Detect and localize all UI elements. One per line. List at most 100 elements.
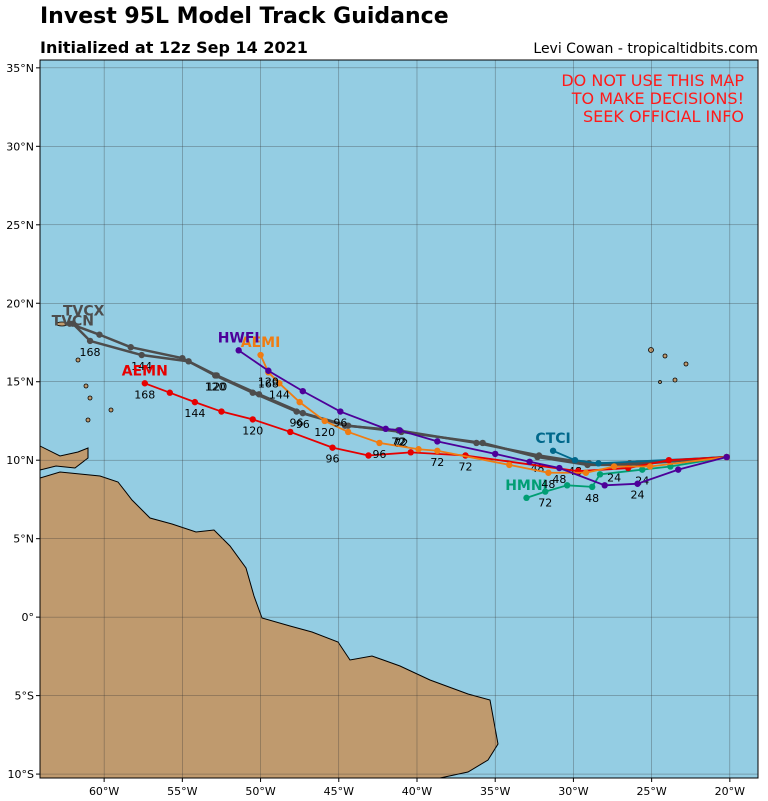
- credit: Levi Cowan - tropicaltidbits.com: [533, 41, 758, 57]
- track-point: [299, 387, 306, 395]
- track-point: [571, 456, 579, 464]
- track-point: [601, 482, 608, 489]
- track-point: [665, 456, 673, 464]
- track-point: [639, 466, 646, 473]
- track-point: [235, 347, 242, 354]
- track-point: [179, 354, 186, 362]
- track-point: [415, 446, 422, 453]
- graticule: 60°W 55°W 50°W 45°W 40°W 35°W 30°W 25°W 20°W 35°N…: [6, 60, 758, 798]
- track-point: [407, 449, 414, 456]
- forecast-hour-label: 168: [134, 388, 155, 401]
- warning-line: DO NOT USE THIS MAP: [561, 71, 744, 90]
- track-point: [96, 331, 103, 338]
- track-point: [595, 460, 602, 467]
- track-point: [523, 494, 530, 502]
- track-point: [563, 482, 571, 489]
- track-point: [138, 351, 145, 359]
- track-point: [535, 452, 543, 459]
- warning-line: SEEK OFFICIAL INFO: [583, 107, 744, 126]
- track-point: [365, 452, 372, 459]
- track-point: [582, 469, 590, 476]
- track-point: [434, 438, 441, 445]
- lat-tick-label: 5°N: [13, 533, 34, 546]
- track-point: [344, 428, 352, 436]
- track-point: [341, 422, 349, 429]
- lon-tick-label: 55°W: [167, 785, 197, 798]
- forecast-hour-label: 96: [372, 448, 386, 461]
- track-point: [556, 464, 563, 472]
- track-name: AEMI: [241, 335, 281, 351]
- track-point: [434, 447, 441, 454]
- tracks: 487296120144168TVCN7296120TVCX48CTCI2448…: [52, 304, 730, 510]
- lat-tick-label: 0°: [22, 611, 35, 624]
- track-point: [191, 398, 199, 406]
- track-point: [675, 466, 682, 473]
- map-frame: [39, 59, 759, 779]
- track-point: [249, 389, 256, 396]
- forecast-hour-label: 96: [290, 417, 304, 430]
- track-line: [238, 349, 727, 487]
- forecast-hour-label: 168: [258, 377, 279, 390]
- lat-tick-label: 10°N: [6, 454, 34, 467]
- track-point: [86, 337, 94, 345]
- track-point: [276, 380, 283, 387]
- track-point: [218, 408, 225, 415]
- lon-tick-label: 45°W: [324, 785, 354, 798]
- lat-tick-label: 20°N: [6, 297, 34, 310]
- track-point: [492, 450, 499, 458]
- lat-tick-label: 10°S: [8, 768, 34, 781]
- track-point: [473, 439, 480, 447]
- subtitle: Initialized at 12z Sep 14 2021: [40, 38, 308, 57]
- track-point: [549, 447, 557, 454]
- lon-tick-label: 35°W: [480, 785, 510, 798]
- forecast-hour-label: 144: [184, 407, 205, 420]
- track-point: [545, 469, 552, 476]
- track-point: [265, 367, 272, 374]
- track-point: [634, 480, 641, 487]
- track-point: [141, 380, 149, 387]
- forecast-hour-label: 120: [206, 380, 227, 393]
- track-point: [66, 320, 73, 327]
- lat-tick-label: 5°S: [15, 690, 34, 703]
- track-point: [211, 372, 219, 379]
- track-point: [376, 439, 383, 447]
- forecast-hour-label: 24: [607, 471, 621, 484]
- forecast-hour-label: 96: [326, 453, 340, 466]
- forecast-hour-label: 72: [538, 497, 552, 510]
- track-point: [588, 483, 596, 491]
- track-point: [166, 389, 174, 396]
- track-point: [321, 417, 328, 425]
- forecast-hour-label: 72: [430, 456, 444, 469]
- track-name: AEMN: [122, 363, 168, 379]
- track-name: HMNI: [505, 478, 548, 494]
- track-point: [287, 428, 294, 436]
- lon-tick-label: 60°W: [89, 785, 119, 798]
- track-line: [144, 382, 727, 473]
- lat-tick-label: 15°N: [6, 376, 34, 389]
- track-point: [329, 444, 336, 451]
- lon-tick-label: 50°W: [245, 785, 275, 798]
- track-point: [542, 488, 549, 495]
- forecast-hour-label: 120: [205, 380, 226, 393]
- track-point: [610, 463, 618, 470]
- lon-tick-label: 30°W: [558, 785, 588, 798]
- title: Invest 95L Model Track Guidance: [40, 4, 449, 29]
- forecast-hour-label: 96: [296, 418, 310, 431]
- track-point: [526, 458, 533, 465]
- track-name: TVCN: [52, 314, 94, 330]
- track-point: [293, 408, 300, 415]
- lon-tick-label: 20°W: [715, 785, 745, 798]
- lon-tick-label: 40°W: [402, 785, 432, 798]
- track-line: [526, 456, 727, 499]
- forecast-hour-label: 24: [631, 489, 645, 502]
- track-point: [382, 425, 389, 433]
- forecast-hour-label: 120: [242, 424, 263, 437]
- warning-line: TO MAKE DECISIONS!: [571, 89, 744, 108]
- forecast-hour-label: 168: [80, 346, 101, 359]
- forecast-hour-label: 96: [333, 417, 347, 430]
- forecast-hour-label: 144: [269, 388, 290, 401]
- lat-tick-label: 30°N: [6, 140, 34, 153]
- track-point: [723, 453, 730, 461]
